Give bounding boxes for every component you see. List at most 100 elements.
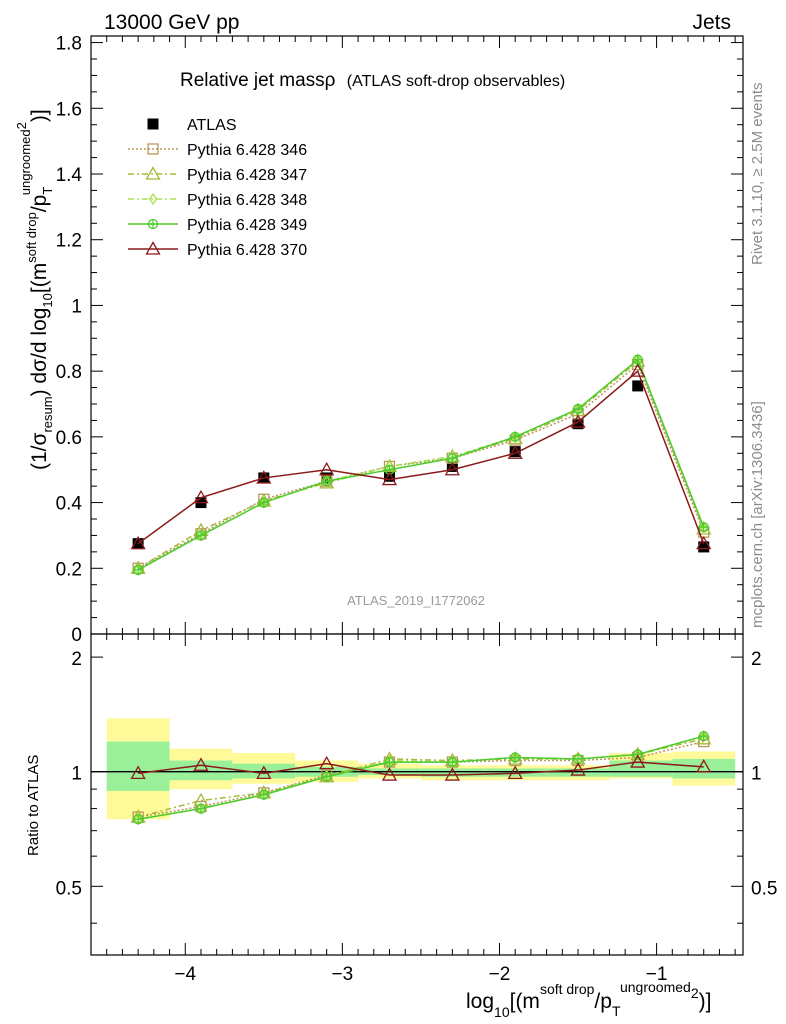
ratio-point-s2-9 xyxy=(696,731,712,745)
xlabel-part-pre: log xyxy=(466,990,494,1013)
main-ytick-label: 1.2 xyxy=(56,231,82,252)
main-point-s0-7 xyxy=(572,418,584,430)
main-ytick-label: 0.2 xyxy=(56,559,82,580)
main-point-s0-4 xyxy=(384,470,396,482)
main-title-text: Relative jet massρ xyxy=(180,70,336,91)
x-tick-label: −3 xyxy=(332,964,354,985)
main-ytick-label: 1 xyxy=(71,296,82,317)
main-axes: 0 0.2 0.4 0.6 0.8 1 1.2 1.4 1.6 1.8 xyxy=(56,34,744,646)
main-point-s5-6 xyxy=(507,445,523,459)
main-point-s5-8 xyxy=(630,363,646,377)
legend-marker-1 xyxy=(147,143,159,155)
legend-label-2: Pythia 6.428 347 xyxy=(187,167,307,184)
legend-marker-5 xyxy=(145,241,161,255)
legend-marker-2 xyxy=(145,166,161,180)
ratio-ytick-label-left: 0.5 xyxy=(56,878,82,899)
xlabel-part-sub2: T xyxy=(612,1003,621,1019)
ratio-point-s5-8 xyxy=(630,754,646,768)
ratio-point-s5-5 xyxy=(444,767,460,781)
ratio-point-s5-9 xyxy=(696,758,712,773)
side-label-rivet: Rivet 3.1.10, ≥ 2.5M events xyxy=(749,83,766,266)
legend-marker-3 xyxy=(148,192,158,206)
header-right: Jets xyxy=(692,11,731,34)
main-point-s5-0 xyxy=(130,535,146,550)
legend-label-0: ATLAS xyxy=(187,117,237,134)
main-line-4 xyxy=(137,358,705,571)
ratio-ytick-label-left: 1 xyxy=(71,764,82,785)
ylabel-part-sub1: resum xyxy=(40,396,55,432)
legend: ATLAS Pythia 6.428 346 Pythia 6.428 347 Pyt… xyxy=(128,117,307,259)
main-point-s5-5 xyxy=(444,461,460,476)
ratio-point-s5-2 xyxy=(256,765,272,780)
ylabel-part-sub3: T xyxy=(40,187,55,195)
ratio-line-4 xyxy=(138,735,704,821)
main-point-s5-9 xyxy=(696,535,712,550)
main-point-s0-6 xyxy=(509,446,521,458)
ylabel-part-mid: ) dσ/d log xyxy=(28,308,51,397)
main-point-s5-3 xyxy=(319,461,335,476)
main-point-s5-7 xyxy=(570,414,586,428)
ratio-point-s5-7 xyxy=(570,762,586,776)
legend-label-5: Pythia 6.428 370 xyxy=(187,242,307,259)
ratio-ytick-label-left: 2 xyxy=(71,649,82,670)
main-y-axis-label: (1/σresum) dσ/d log10[(msoft drop/pTungr… xyxy=(14,109,55,470)
ratio-ytick-label-right: 1 xyxy=(751,764,762,785)
ratio-ytick-label-right: 2 xyxy=(751,649,762,670)
legend-marker-0 xyxy=(147,118,159,130)
band-inner-7 xyxy=(546,768,610,777)
band-inner-8 xyxy=(609,760,673,777)
main-line-2 xyxy=(137,360,705,569)
ylabel-part-lead: (1/σ xyxy=(28,432,51,470)
analysis-tag: ATLAS_2019_I1772062 xyxy=(347,593,485,608)
xlabel-part-tail: )] xyxy=(699,990,712,1013)
x-tick-label: −1 xyxy=(646,964,668,985)
ratio-point-s5-1 xyxy=(193,757,209,771)
band-inner-2 xyxy=(232,763,296,779)
x-tick-label: −2 xyxy=(489,964,511,985)
header-left: 13000 GeV pp xyxy=(104,11,239,34)
ratio-series-layer xyxy=(130,730,712,826)
main-ytick-label: 0.6 xyxy=(56,428,82,449)
ylabel-part-tail: )] xyxy=(28,109,51,122)
main-series-layer xyxy=(130,353,712,577)
main-point-s0-8 xyxy=(632,380,644,392)
main-title-sub: (ATLAS soft-drop observables) xyxy=(347,73,565,90)
xlabel-part-sub1: 10 xyxy=(494,1004,510,1020)
xlabel-part-mid: [(m xyxy=(510,990,540,1013)
main-point-s0-9 xyxy=(698,541,710,553)
main-ytick-label: 0.8 xyxy=(56,362,82,383)
ratio-point-s5-6 xyxy=(507,765,523,780)
main-ytick-label: 1.6 xyxy=(56,99,82,120)
main-line-5 xyxy=(137,369,705,545)
main-title: Relative jet massρ (ATLAS soft-drop obse… xyxy=(180,70,565,91)
legend-label-3: Pythia 6.428 348 xyxy=(187,192,307,209)
ylabel-part-sub2: 10 xyxy=(40,293,55,307)
xlabel-part-sup2: ungroomed xyxy=(620,979,691,995)
main-point-s5-1 xyxy=(193,489,209,504)
ylabel-part-pre: [(m xyxy=(28,263,51,293)
main-point-s5-4 xyxy=(381,471,398,486)
legend-label-1: Pythia 6.428 346 xyxy=(187,142,307,159)
ratio-point-s5-4 xyxy=(381,767,398,781)
ylabel-part-slash: /p xyxy=(28,195,51,213)
ratio-ytick-label-right: 0.5 xyxy=(751,878,777,899)
band-inner-6 xyxy=(483,768,547,777)
ylabel-part-sup2: ungroomed xyxy=(18,129,33,195)
xlabel-part-sup1: soft drop xyxy=(540,981,595,997)
ratio-axes: 0.5 0.5 1 1 2 2 −4 −3 −2 −1 xyxy=(56,633,777,985)
main-line-1 xyxy=(137,363,705,569)
main-ytick-label: 1.8 xyxy=(56,34,82,55)
legend-label-4: Pythia 6.428 349 xyxy=(187,217,307,234)
band-inner-9 xyxy=(672,758,736,779)
main-line-3 xyxy=(137,358,705,571)
side-label-mcplots: mcplots.cern.ch [arXiv:1306.3436] xyxy=(749,401,766,628)
main-point-s5-2 xyxy=(256,470,272,484)
ratio-frame xyxy=(90,633,744,956)
ratio-line-5 xyxy=(138,761,704,776)
ratio-y-axis-label: Ratio to ATLAS xyxy=(25,755,42,856)
main-ytick-label: 0 xyxy=(71,625,82,646)
x-tick-label: −4 xyxy=(174,964,196,985)
xlabel-part-sup3: 2 xyxy=(691,985,699,1001)
main-ytick-label: 1.4 xyxy=(56,165,83,186)
